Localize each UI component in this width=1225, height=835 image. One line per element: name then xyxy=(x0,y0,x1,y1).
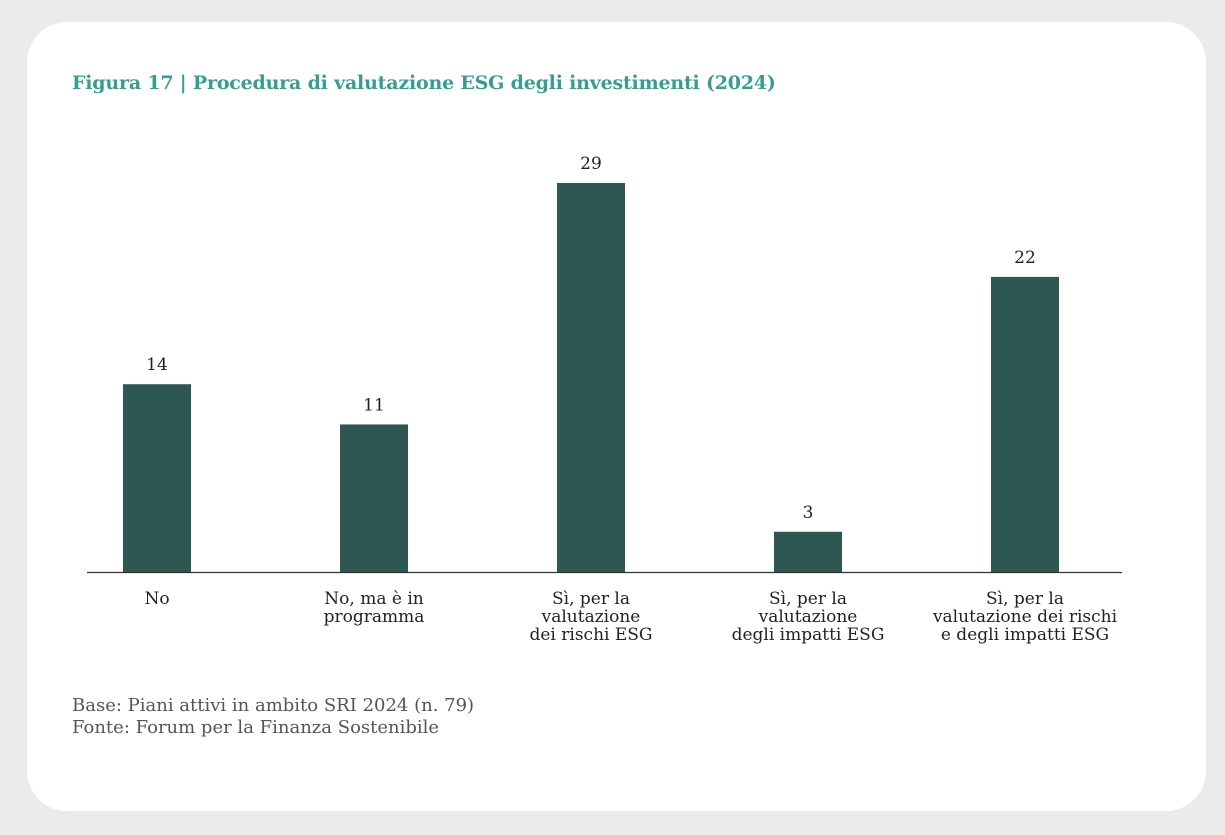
bar-3 xyxy=(557,183,625,572)
figure-title: Figura 17 | Procedura di valutazione ESG… xyxy=(72,72,776,94)
category-label-2-line-2: programma xyxy=(324,607,425,627)
bar-5 xyxy=(991,276,1059,572)
category-label-5-line-3: e degli impatti ESG xyxy=(941,625,1109,645)
category-label-5-line-1: Sì, per la xyxy=(986,589,1064,609)
category-label-4-line-3: degli impatti ESG xyxy=(732,625,885,645)
value-label-1: 14 xyxy=(146,355,168,375)
value-labels-group: 14 11 29 3 22 xyxy=(146,154,1036,523)
category-label-4-line-1: Sì, per la xyxy=(769,589,847,609)
category-label-2-line-1: No, ma è in xyxy=(324,589,423,609)
category-label-3: Sì, per la valutazione dei rischi ESG xyxy=(529,589,652,645)
category-label-1-line-1: No xyxy=(144,589,169,609)
category-label-2: No, ma è in programma xyxy=(324,589,425,627)
bar-4 xyxy=(774,531,842,572)
source-note: Fonte: Forum per la Finanza Sostenibile xyxy=(72,717,440,738)
category-label-4-line-2: valutazione xyxy=(758,607,858,627)
category-label-3-line-3: dei rischi ESG xyxy=(529,625,652,645)
value-label-4: 3 xyxy=(803,503,814,523)
bar-1 xyxy=(123,384,191,572)
chart-notes: Base: Piani attivi in ambito SRI 2024 (n… xyxy=(72,695,474,739)
value-label-5: 22 xyxy=(1014,248,1036,268)
category-label-1: No xyxy=(144,589,169,609)
category-label-3-line-2: valutazione xyxy=(541,607,641,627)
category-label-3-line-1: Sì, per la xyxy=(552,589,630,609)
category-label-4: Sì, per la valutazione degli impatti ESG xyxy=(732,589,885,645)
bars-group xyxy=(123,183,1059,572)
base-note: Base: Piani attivi in ambito SRI 2024 (n… xyxy=(72,695,475,716)
value-label-3: 29 xyxy=(580,154,602,174)
value-label-2: 11 xyxy=(363,395,385,415)
category-label-5: Sì, per la valutazione dei rischi e degli … xyxy=(932,589,1118,645)
bar-2 xyxy=(340,424,408,572)
category-label-5-line-2: valutazione dei rischi xyxy=(932,607,1118,627)
